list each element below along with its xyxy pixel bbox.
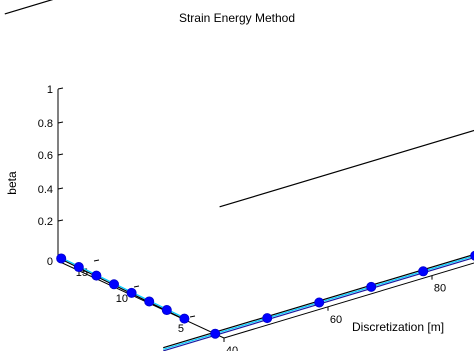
data-point (109, 279, 120, 290)
series-line (219, 129, 474, 208)
z-tick-mark (57, 219, 64, 222)
z-tick-label: 0.8 (38, 118, 53, 130)
data-point (161, 305, 172, 316)
y-tick-label: 10 (116, 293, 128, 305)
y-tick-mark (93, 259, 100, 262)
z-tick-mark (57, 153, 64, 156)
series-layer (4, 0, 474, 351)
x-axis-line (223, 262, 474, 339)
x-tick-label: 60 (330, 314, 342, 326)
y-axis-line (57, 260, 225, 339)
z-tick-mark (57, 121, 64, 124)
data-point (314, 297, 325, 308)
z-axis-label: beta (5, 171, 19, 195)
series-line (163, 255, 474, 350)
x-tick-label: 40 (226, 345, 238, 351)
data-point (144, 296, 155, 307)
y-tick-label: 5 (178, 323, 184, 335)
data-point (210, 328, 221, 339)
data-point (179, 313, 190, 324)
z-tick-mark (57, 187, 64, 190)
z-tick-label: 0.2 (38, 216, 53, 228)
z-tick-label: 0 (47, 256, 53, 268)
data-point (262, 313, 273, 324)
y-tick-mark (189, 315, 196, 318)
series-line (163, 253, 474, 349)
z-tick-label: 1 (47, 84, 53, 96)
z-tick-label: 0.6 (38, 150, 53, 162)
x-ticks: 406080100120140160 (223, 275, 446, 351)
z-ticks: 0 0.2 0.4 0.6 0.8 1 (38, 84, 64, 268)
data-point (366, 281, 377, 292)
chart-title: Strain Energy Method (179, 11, 295, 25)
series-line (163, 257, 474, 351)
z-tick-label: 0.4 (38, 184, 53, 196)
data-point (91, 270, 102, 281)
x-tick-label: 80 (434, 283, 446, 295)
data-point (418, 266, 429, 277)
data-point (470, 250, 474, 261)
data-point (126, 287, 137, 298)
y-tick-mark (133, 285, 140, 288)
x-axis-label: Discretization [m] (352, 320, 444, 334)
z-tick-mark (57, 87, 64, 90)
data-point (73, 262, 84, 273)
data-point (56, 253, 67, 264)
axes (57, 89, 474, 339)
